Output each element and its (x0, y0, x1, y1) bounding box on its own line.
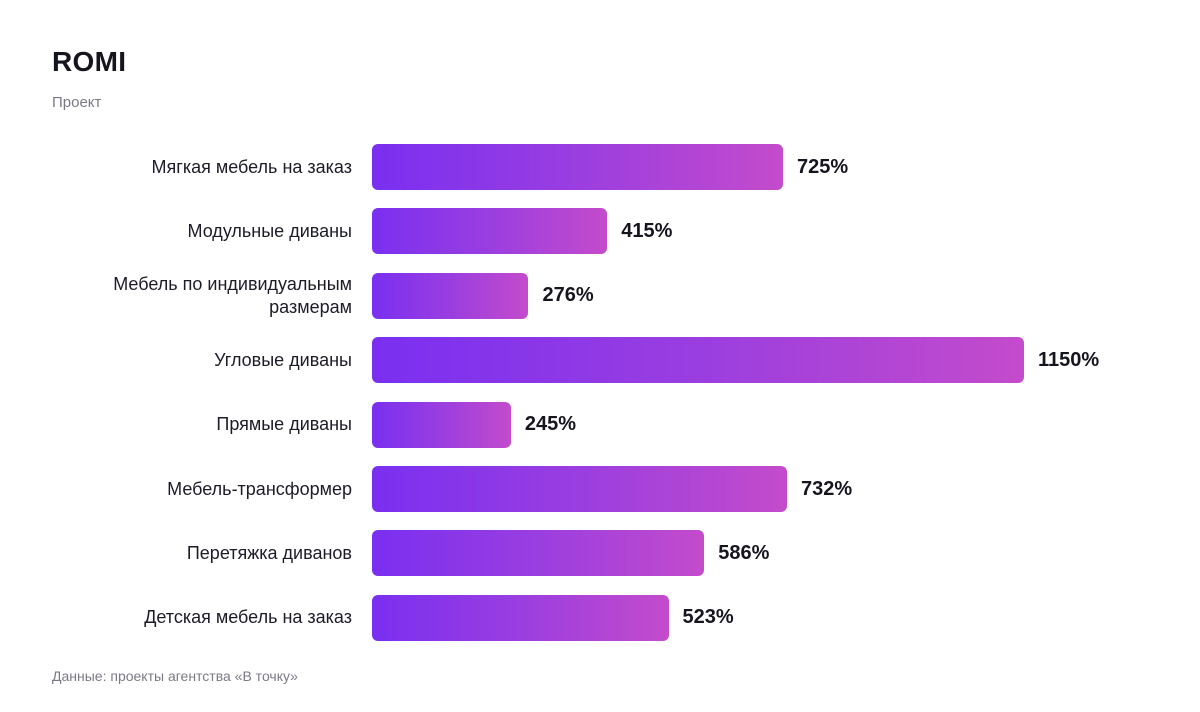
category-label: Мебель по индивидуальным размерам (113, 273, 352, 317)
category-label: Прямые диваны (216, 414, 352, 435)
category-label: Детская мебель на заказ (144, 607, 352, 628)
bar-row: Модульные диваны 415% (0, 208, 1200, 255)
value-label: 1150% (1038, 348, 1100, 371)
bar-row: Перетяжка диванов 586% (0, 530, 1200, 577)
value-label: 523% (682, 606, 734, 629)
value-label: 415% (621, 219, 673, 242)
value-label: 725% (797, 155, 849, 178)
chart-subtitle: Проект (52, 94, 102, 111)
bar (372, 208, 608, 255)
category-label: Модульные диваны (187, 220, 353, 241)
bar-row: Мебель по индивидуальным размерам 276% (0, 272, 1200, 319)
category-label: Мягкая мебель на заказ (151, 156, 352, 177)
bar (372, 401, 511, 448)
bar-row: Прямые диваны 245% (0, 401, 1200, 448)
bar (372, 466, 787, 512)
bar (372, 272, 529, 319)
bar (372, 337, 1024, 384)
bar-row: Детская мебель на заказ 523% (0, 594, 1200, 641)
value-label: 245% (524, 413, 577, 436)
bar-row: Угловые диваны 1150% (0, 337, 1200, 384)
source-note: Данные: проекты агентства «В точку» (52, 668, 298, 684)
bar (372, 530, 705, 577)
bar (372, 594, 669, 641)
category-label: Перетяжка диванов (186, 542, 352, 563)
value-label: 276% (542, 284, 594, 307)
bar (372, 144, 784, 190)
value-label: 586% (718, 541, 770, 564)
category-label: Мебель-трансформер (167, 478, 352, 499)
bar-row: Мебель-трансформер 732% (0, 466, 1200, 512)
bar-row: Мягкая мебель на заказ 725% (0, 144, 1200, 190)
chart-title: ROMI (52, 46, 127, 77)
value-label: 732% (801, 477, 853, 500)
category-label: Угловые диваны (214, 349, 352, 370)
